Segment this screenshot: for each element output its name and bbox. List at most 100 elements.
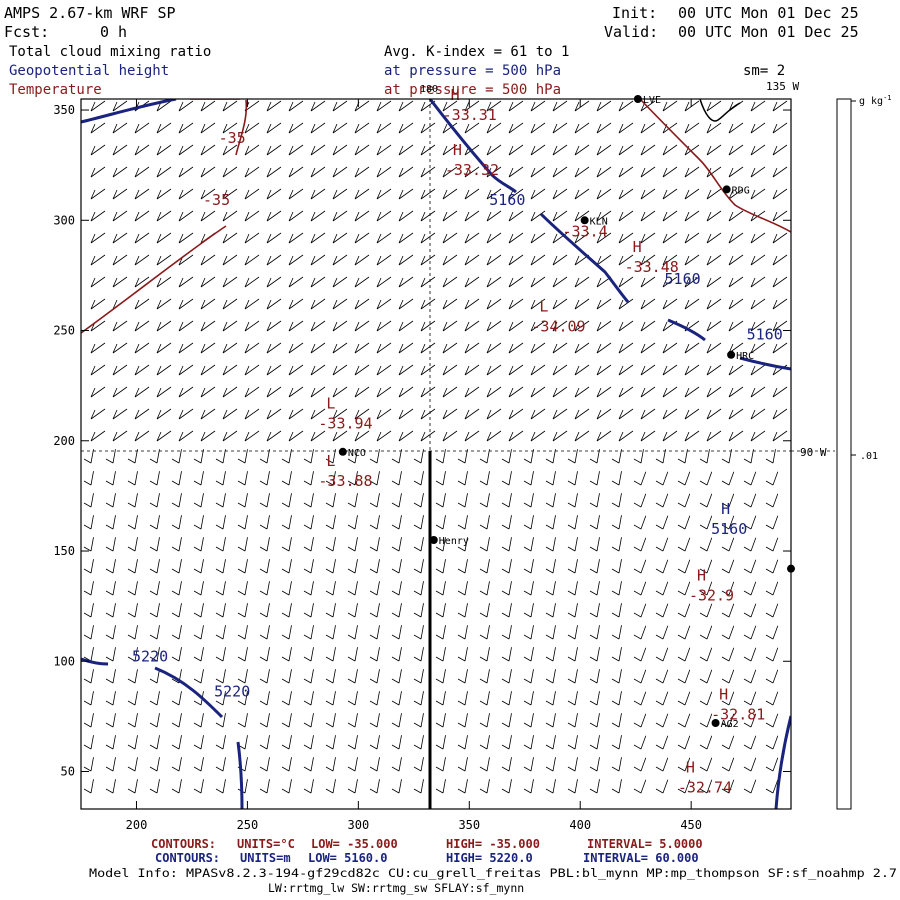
wind-barbs [83,100,788,794]
meridian-lines [81,99,835,809]
x-tick-label: 450 [680,818,702,832]
geopotential-extrema: H 5160 [711,500,747,538]
y-tick-label: 250 [53,324,75,338]
y-tick-label: 150 [53,544,75,558]
extremum-value: -33.32 [445,161,499,179]
field-legend: Total cloud mixing ratio Geopotential he… [9,44,785,98]
plot-frame [80,98,792,810]
temperature-extremum: L -33.94 [318,395,372,433]
colorbar-box [836,98,852,810]
extremum-letter: L [326,395,335,413]
geopotential-contour-label: 5160 [747,325,783,343]
extremum-value: -32.81 [711,706,765,724]
field-temperature: Temperature [9,82,102,98]
forecast-value: 0 h [100,23,127,41]
meridian-90w-label: 90 W [800,446,827,459]
extremum-letter: H [686,758,695,776]
temperature-contour-info: CONTOURS: UNITS=°C LOW= -35.000 HIGH= -3… [151,837,703,851]
station-marker: RDG [722,185,750,196]
temperature-extremum: L -33.88 [318,452,372,490]
geopotential-contour-label: 5220 [214,683,250,701]
model-info-line-1: Model Info: MPASv8.2.3-194-gf29cd82c CU:… [89,866,897,880]
extremum-letter: H [453,141,462,159]
temperature-extremum: -33.4 [562,223,607,241]
geopotential-extremum: H 5160 [711,500,747,538]
station-label: LVE [643,95,661,106]
geopotential-contour-label: 5160 [489,191,525,209]
temperature-extremum: H -33.31 [443,86,497,124]
station-marker: LVE [633,95,661,106]
extremum-letter: H [719,686,728,704]
station-marker: KLN [580,216,608,227]
contour-high: HIGH= 5220.0 [446,851,533,865]
station-marker: NCO [338,447,366,459]
meridian-135w-label: 135 W [766,80,799,93]
geopotential-contour-line [81,657,109,666]
y-tick-label: 200 [53,434,75,448]
y-tick-label: 100 [53,654,75,668]
geopotential-contour-line [81,99,177,124]
temperature-contour-line [639,99,791,233]
geopotential-contour-label: 5160 [665,270,701,288]
extremum-value: -32.9 [689,587,734,605]
extremum-value: -33.48 [625,258,679,276]
temperature-extremum: H -32.74 [678,758,732,796]
station-marker: AG2 [711,719,739,730]
pressure-temperature: at pressure = 500 hPa [384,82,561,98]
colorbar-units-superscript: -1 [883,94,891,102]
y-axis: 50 100 150 200 250 300 350 [53,103,791,779]
station-dot [580,216,589,225]
temperature-contour-line [235,99,248,156]
geopotential-labels: 5160 5160 5160 5220 5220 [132,191,783,701]
field-geopotential-height: Geopotential height [9,63,169,79]
station-label: HRC [736,351,754,362]
init-label: Init: [612,4,657,22]
field-cloud-mixing-ratio: Total cloud mixing ratio [9,44,211,60]
contour-interval: INTERVAL= 5.0000 [587,837,703,851]
extremum-letter: H [451,86,460,104]
geopotential-contour-label: 5220 [132,647,168,665]
extremum-letter: H [697,567,706,585]
valid-label: Valid: [604,23,658,41]
extremum-letter: H [721,500,730,518]
model-info-line-2: LW:rrtmg_lw SW:rrtmg_sw SFLAY:sf_mynn [268,881,524,895]
temperature-contour-line [81,225,227,334]
stations: LVE RDG KLN HRC NCO Henry AG2 [338,95,795,730]
geopotential-contour-line [154,666,224,719]
station-dot [711,719,720,728]
x-tick-label: 250 [237,818,259,832]
temperature-extremum: H -33.32 [445,141,499,179]
extremum-value: -32.74 [678,778,732,796]
station-dot [338,447,347,456]
extremum-value: -33.4 [562,223,607,241]
temperature-extremum: H -32.81 [711,686,765,724]
cloud-contour-line [699,99,741,122]
contour-low: LOW= -35.000 [311,837,398,851]
extremum-letter: L [539,297,548,315]
station-dot [722,185,731,194]
temperature-labels: -35 -35 [203,129,246,209]
station-marker: Henry [429,535,469,547]
temperature-contour-label: -35 [203,191,230,209]
temperature-contour-label: -35 [219,129,246,147]
station-label: Henry [439,536,469,547]
valid-value: 00 UTC Mon 01 Dec 25 [678,23,859,41]
geopotential-contour-line [428,99,517,194]
geopotential-contours [81,99,791,809]
contour-label: CONTOURS: [155,851,220,865]
geopotential-contour-line [667,318,706,342]
station-label: RDG [732,185,750,196]
temperature-extrema: H -33.31 H -33.32 -33.4 H -33.48 L -34.09 L -33.94… [318,86,765,797]
forecast-label: Fcst: [4,23,49,41]
x-tick-label: 200 [126,818,148,832]
geopotential-contour-line [774,715,791,809]
contour-low: LOW= 5160.0 [308,851,387,865]
avg-k-index: Avg. K-index = 61 to 1 [384,44,569,60]
x-tick-label: 400 [569,818,591,832]
extremum-value: 5160 [711,520,747,538]
x-axis: 200 250 300 350 400 450 [126,99,702,832]
extremum-value: -34.09 [531,317,585,335]
extremum-value: -33.88 [318,472,372,490]
